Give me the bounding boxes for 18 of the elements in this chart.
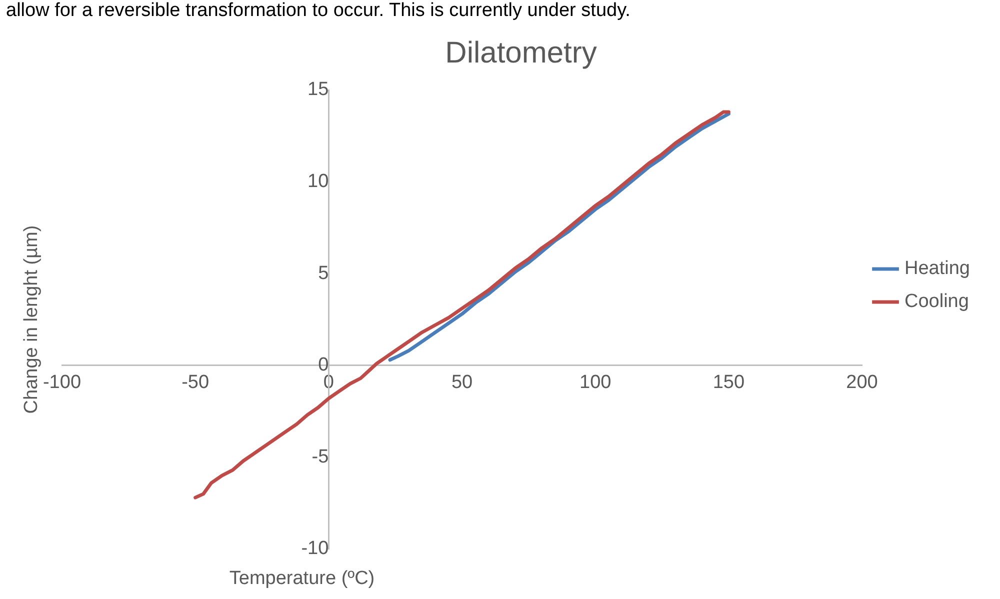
- x-tick-label: 50: [451, 372, 473, 394]
- x-tick-label: -100: [42, 372, 82, 394]
- legend-label: Cooling: [904, 291, 969, 312]
- y-tick-label: -5: [312, 446, 329, 468]
- x-tick-label: 100: [579, 372, 612, 394]
- chart-title: Dilatometry: [445, 36, 597, 70]
- x-axis-title: Temperature (ºC): [229, 568, 375, 590]
- y-tick-label: 5: [318, 262, 329, 284]
- x-tick-label: 150: [712, 372, 745, 394]
- y-tick-label: 0: [318, 354, 329, 376]
- y-tick-label: 10: [308, 171, 329, 192]
- x-tick-label: -50: [182, 372, 210, 394]
- x-tick-label: 200: [846, 372, 878, 394]
- y-tick-label: 15: [308, 79, 329, 100]
- text: allow for a reversible transformation to occur. This is currently under study.: [5, 0, 632, 22]
- y-tick-label: -10: [301, 538, 329, 560]
- y-axis-title: Change in lenght (µm): [21, 225, 42, 414]
- legend-label: Heating: [904, 258, 970, 280]
